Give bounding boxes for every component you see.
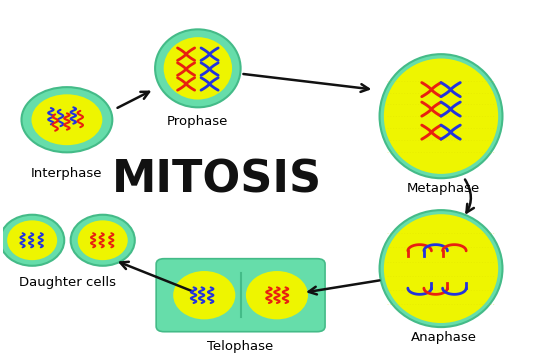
FancyBboxPatch shape xyxy=(156,259,325,332)
Ellipse shape xyxy=(246,271,308,319)
Ellipse shape xyxy=(380,54,503,178)
Text: Interphase: Interphase xyxy=(31,167,103,180)
Ellipse shape xyxy=(0,215,64,266)
Text: MITOSIS: MITOSIS xyxy=(111,158,322,202)
Ellipse shape xyxy=(22,87,112,152)
Text: Daughter cells: Daughter cells xyxy=(19,276,116,289)
Ellipse shape xyxy=(71,215,135,266)
Text: Metaphase: Metaphase xyxy=(407,183,480,195)
Ellipse shape xyxy=(78,220,128,260)
Ellipse shape xyxy=(7,220,57,260)
Ellipse shape xyxy=(31,94,103,145)
Text: Anaphase: Anaphase xyxy=(411,331,477,345)
Ellipse shape xyxy=(173,271,235,319)
Ellipse shape xyxy=(164,37,232,100)
Ellipse shape xyxy=(384,214,498,323)
Ellipse shape xyxy=(380,210,503,327)
Text: Telophase: Telophase xyxy=(207,340,274,353)
Ellipse shape xyxy=(155,30,241,107)
Text: Prophase: Prophase xyxy=(167,115,228,128)
Ellipse shape xyxy=(384,59,498,174)
